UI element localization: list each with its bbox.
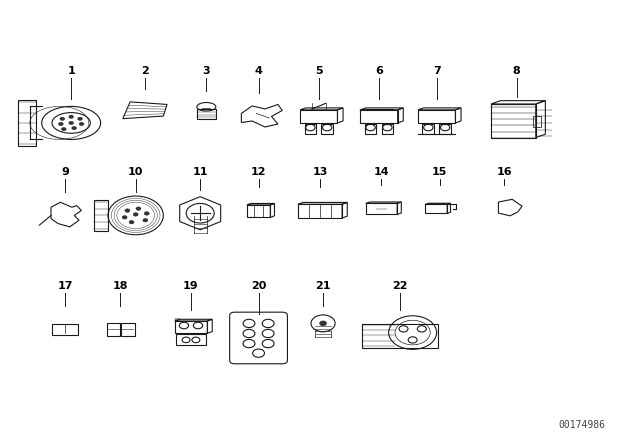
Circle shape [72,126,76,130]
Bar [298,204,342,218]
Bar [360,110,397,123]
Text: 00174986: 00174986 [559,420,605,430]
Bar [175,321,207,333]
Circle shape [125,209,130,212]
Text: 17: 17 [57,280,73,291]
Text: 19: 19 [183,280,199,291]
Text: 11: 11 [193,167,208,177]
Circle shape [60,117,65,121]
Circle shape [319,321,326,326]
Text: 7: 7 [433,65,440,76]
Bar [491,104,536,138]
Circle shape [136,207,141,211]
Text: 18: 18 [113,280,128,291]
Circle shape [58,122,63,125]
Text: 22: 22 [392,280,408,291]
Text: 2: 2 [141,65,148,76]
Text: 8: 8 [513,65,520,76]
Circle shape [61,128,66,131]
Circle shape [129,220,134,224]
Text: 14: 14 [374,167,389,177]
Text: 9: 9 [61,167,69,177]
Text: 13: 13 [312,167,328,177]
Text: 20: 20 [251,280,266,291]
Text: 1: 1 [67,65,75,76]
Text: 10: 10 [128,167,143,177]
Bar [247,205,270,217]
Text: 5: 5 [315,65,323,76]
Text: 3: 3 [202,65,210,76]
Text: 15: 15 [432,167,447,177]
Bar [425,204,447,213]
Text: 16: 16 [497,167,512,177]
Bar [418,110,456,123]
Bar [300,110,337,123]
Circle shape [122,215,127,219]
Text: 6: 6 [375,65,383,76]
Bar [365,203,397,215]
Text: 12: 12 [251,167,266,177]
Circle shape [144,212,149,215]
Circle shape [79,122,84,125]
Circle shape [133,213,138,216]
Circle shape [77,117,83,121]
Text: 21: 21 [316,280,331,291]
Circle shape [143,219,148,222]
Circle shape [69,115,74,118]
Text: 4: 4 [255,65,262,76]
Circle shape [69,121,74,125]
